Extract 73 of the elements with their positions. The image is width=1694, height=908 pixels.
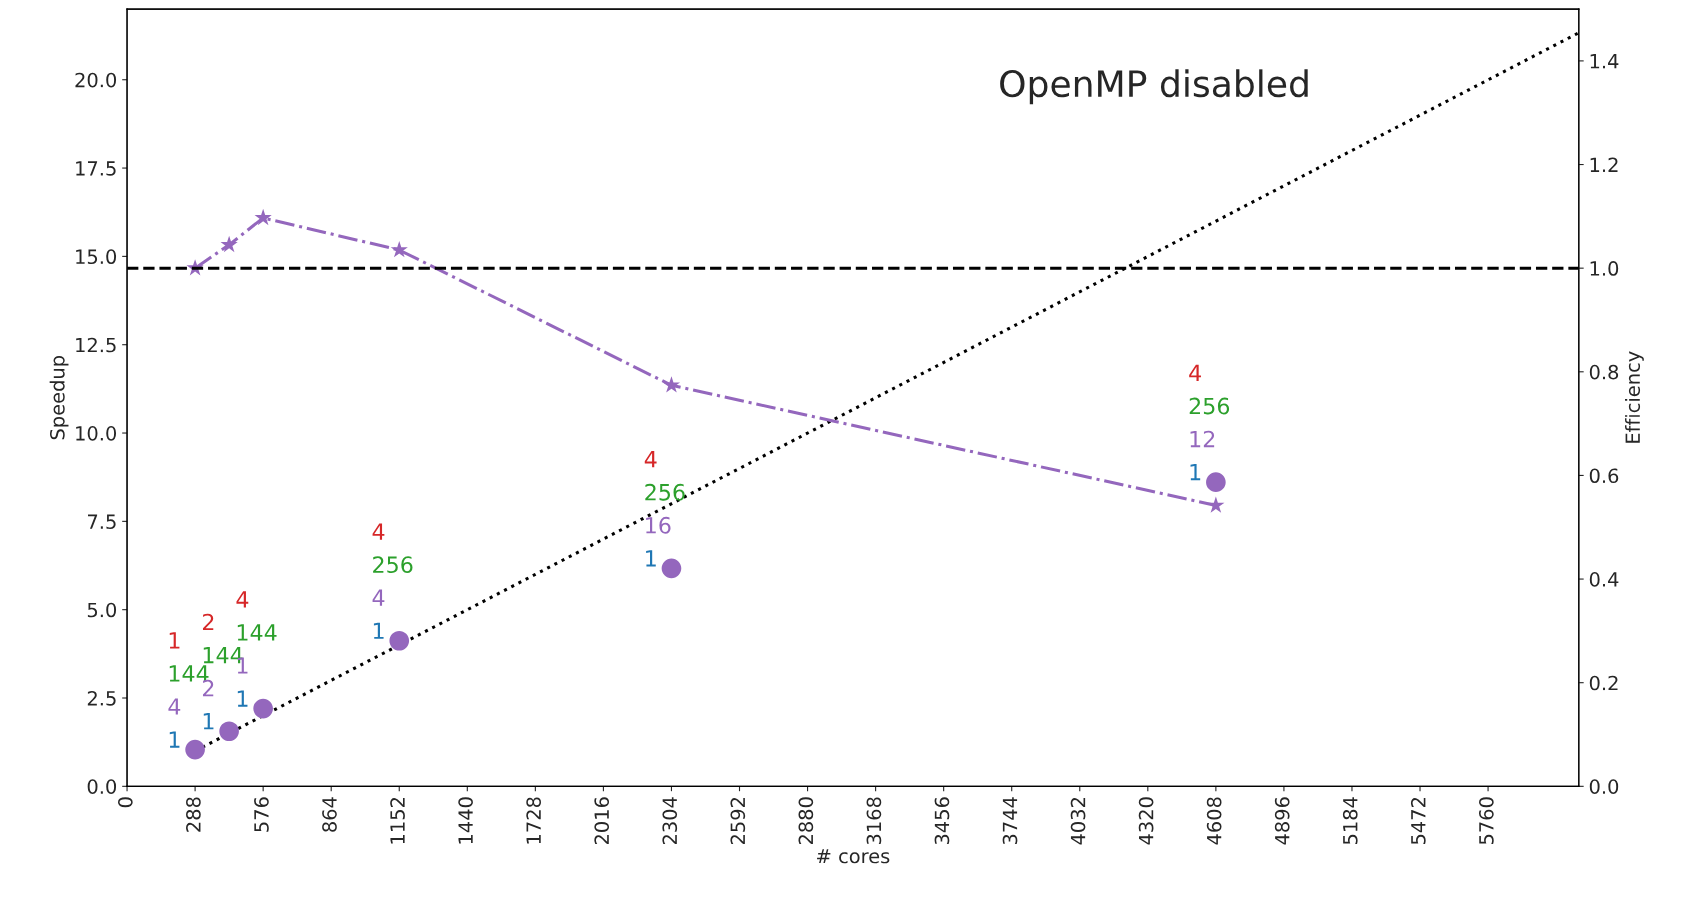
point (219, 721, 239, 742)
point (253, 698, 273, 719)
annotation: 256 (645, 483, 685, 501)
annotation: 4 (372, 589, 385, 606)
annotation: 4 (1189, 364, 1201, 382)
x-tick-label: 5184 (1342, 797, 1358, 845)
y2-tick-label: 0.4 (1589, 572, 1619, 587)
x-tick-label: 3168 (866, 797, 882, 845)
point (662, 376, 681, 393)
x-tick-label: 288 (186, 797, 201, 832)
x-tick-label: 3744 (1002, 797, 1018, 845)
y2-tick-label: 1.2 (1590, 157, 1618, 172)
annotation: 256 (373, 556, 413, 574)
point (1207, 496, 1225, 513)
annotation: 256 (1189, 397, 1230, 415)
annotation: 4 (236, 591, 249, 608)
y-tick-label: 5.0 (87, 602, 117, 618)
x-tick-label: 2880 (798, 797, 814, 845)
y2-tick-label: 1.4 (1590, 54, 1619, 69)
y2-tick-label: 0.6 (1589, 468, 1619, 484)
annotation: 144 (237, 624, 277, 641)
x-tick-label: 2016 (594, 797, 610, 845)
y2-tick-label: 1.0 (1590, 261, 1619, 276)
point (661, 558, 682, 579)
annotation: 1 (1190, 464, 1201, 481)
annotation: 4 (644, 451, 657, 468)
x-tick-label: 2304 (662, 797, 678, 845)
point (220, 235, 238, 253)
x-tick-label: 2592 (730, 798, 746, 845)
x-tick-label: 5760 (1479, 797, 1494, 845)
x-tick-label: 5472 (1410, 798, 1426, 845)
annotation: 1 (203, 713, 214, 730)
point (389, 630, 410, 651)
y2-axis-title: Efficiency (1625, 351, 1644, 443)
x-tick-label: 4320 (1138, 797, 1154, 845)
point (1206, 472, 1226, 492)
x-tick-label: 4032 (1070, 798, 1086, 845)
x-tick-label: 1152 (390, 798, 405, 844)
y-tick-label: 0.0 (87, 779, 117, 794)
annotation: 4 (372, 523, 385, 540)
y-tick-label: 2.5 (87, 690, 116, 706)
y-tick-label: 7.5 (88, 514, 116, 530)
point (254, 208, 272, 226)
annotation: 1 (646, 550, 656, 567)
x-tick-label: 1440 (458, 797, 473, 844)
y-tick-label: 10.0 (76, 425, 117, 441)
x-tick-label: 864 (322, 797, 337, 832)
x-tick-label: 1728 (526, 797, 541, 844)
annotation: 16 (646, 516, 671, 534)
annotation: 1 (169, 731, 180, 748)
y-axis-title: Speedup (49, 355, 69, 440)
annotation: 12 (1190, 430, 1215, 448)
x-tick-label: 4608 (1206, 797, 1222, 845)
y2-tick-label: 0.8 (1589, 364, 1619, 380)
text: OpenMP disabled (1000, 69, 1308, 105)
y2-tick-label: 0.0 (1589, 779, 1619, 794)
point (390, 241, 408, 258)
x-tick-label: 4896 (1274, 797, 1290, 845)
x-tick-label: 576 (254, 797, 269, 832)
annotation: 1 (373, 622, 384, 639)
y-tick-label: 17.5 (76, 161, 116, 176)
y-tick-label: 15.0 (76, 249, 117, 265)
x-axis-title: # cores (817, 849, 890, 864)
annotation: 4 (168, 698, 181, 715)
x-tick-label: 0 (117, 797, 133, 808)
point (185, 739, 205, 760)
annotation: 1 (169, 632, 180, 649)
x-tick-label: 3456 (934, 797, 950, 845)
y2-tick-label: 0.2 (1589, 675, 1618, 691)
annotation: 2 (202, 613, 214, 631)
y-tick-label: 20.0 (75, 72, 117, 88)
annotation: 1 (237, 690, 248, 707)
y-tick-label: 12.5 (76, 337, 116, 353)
